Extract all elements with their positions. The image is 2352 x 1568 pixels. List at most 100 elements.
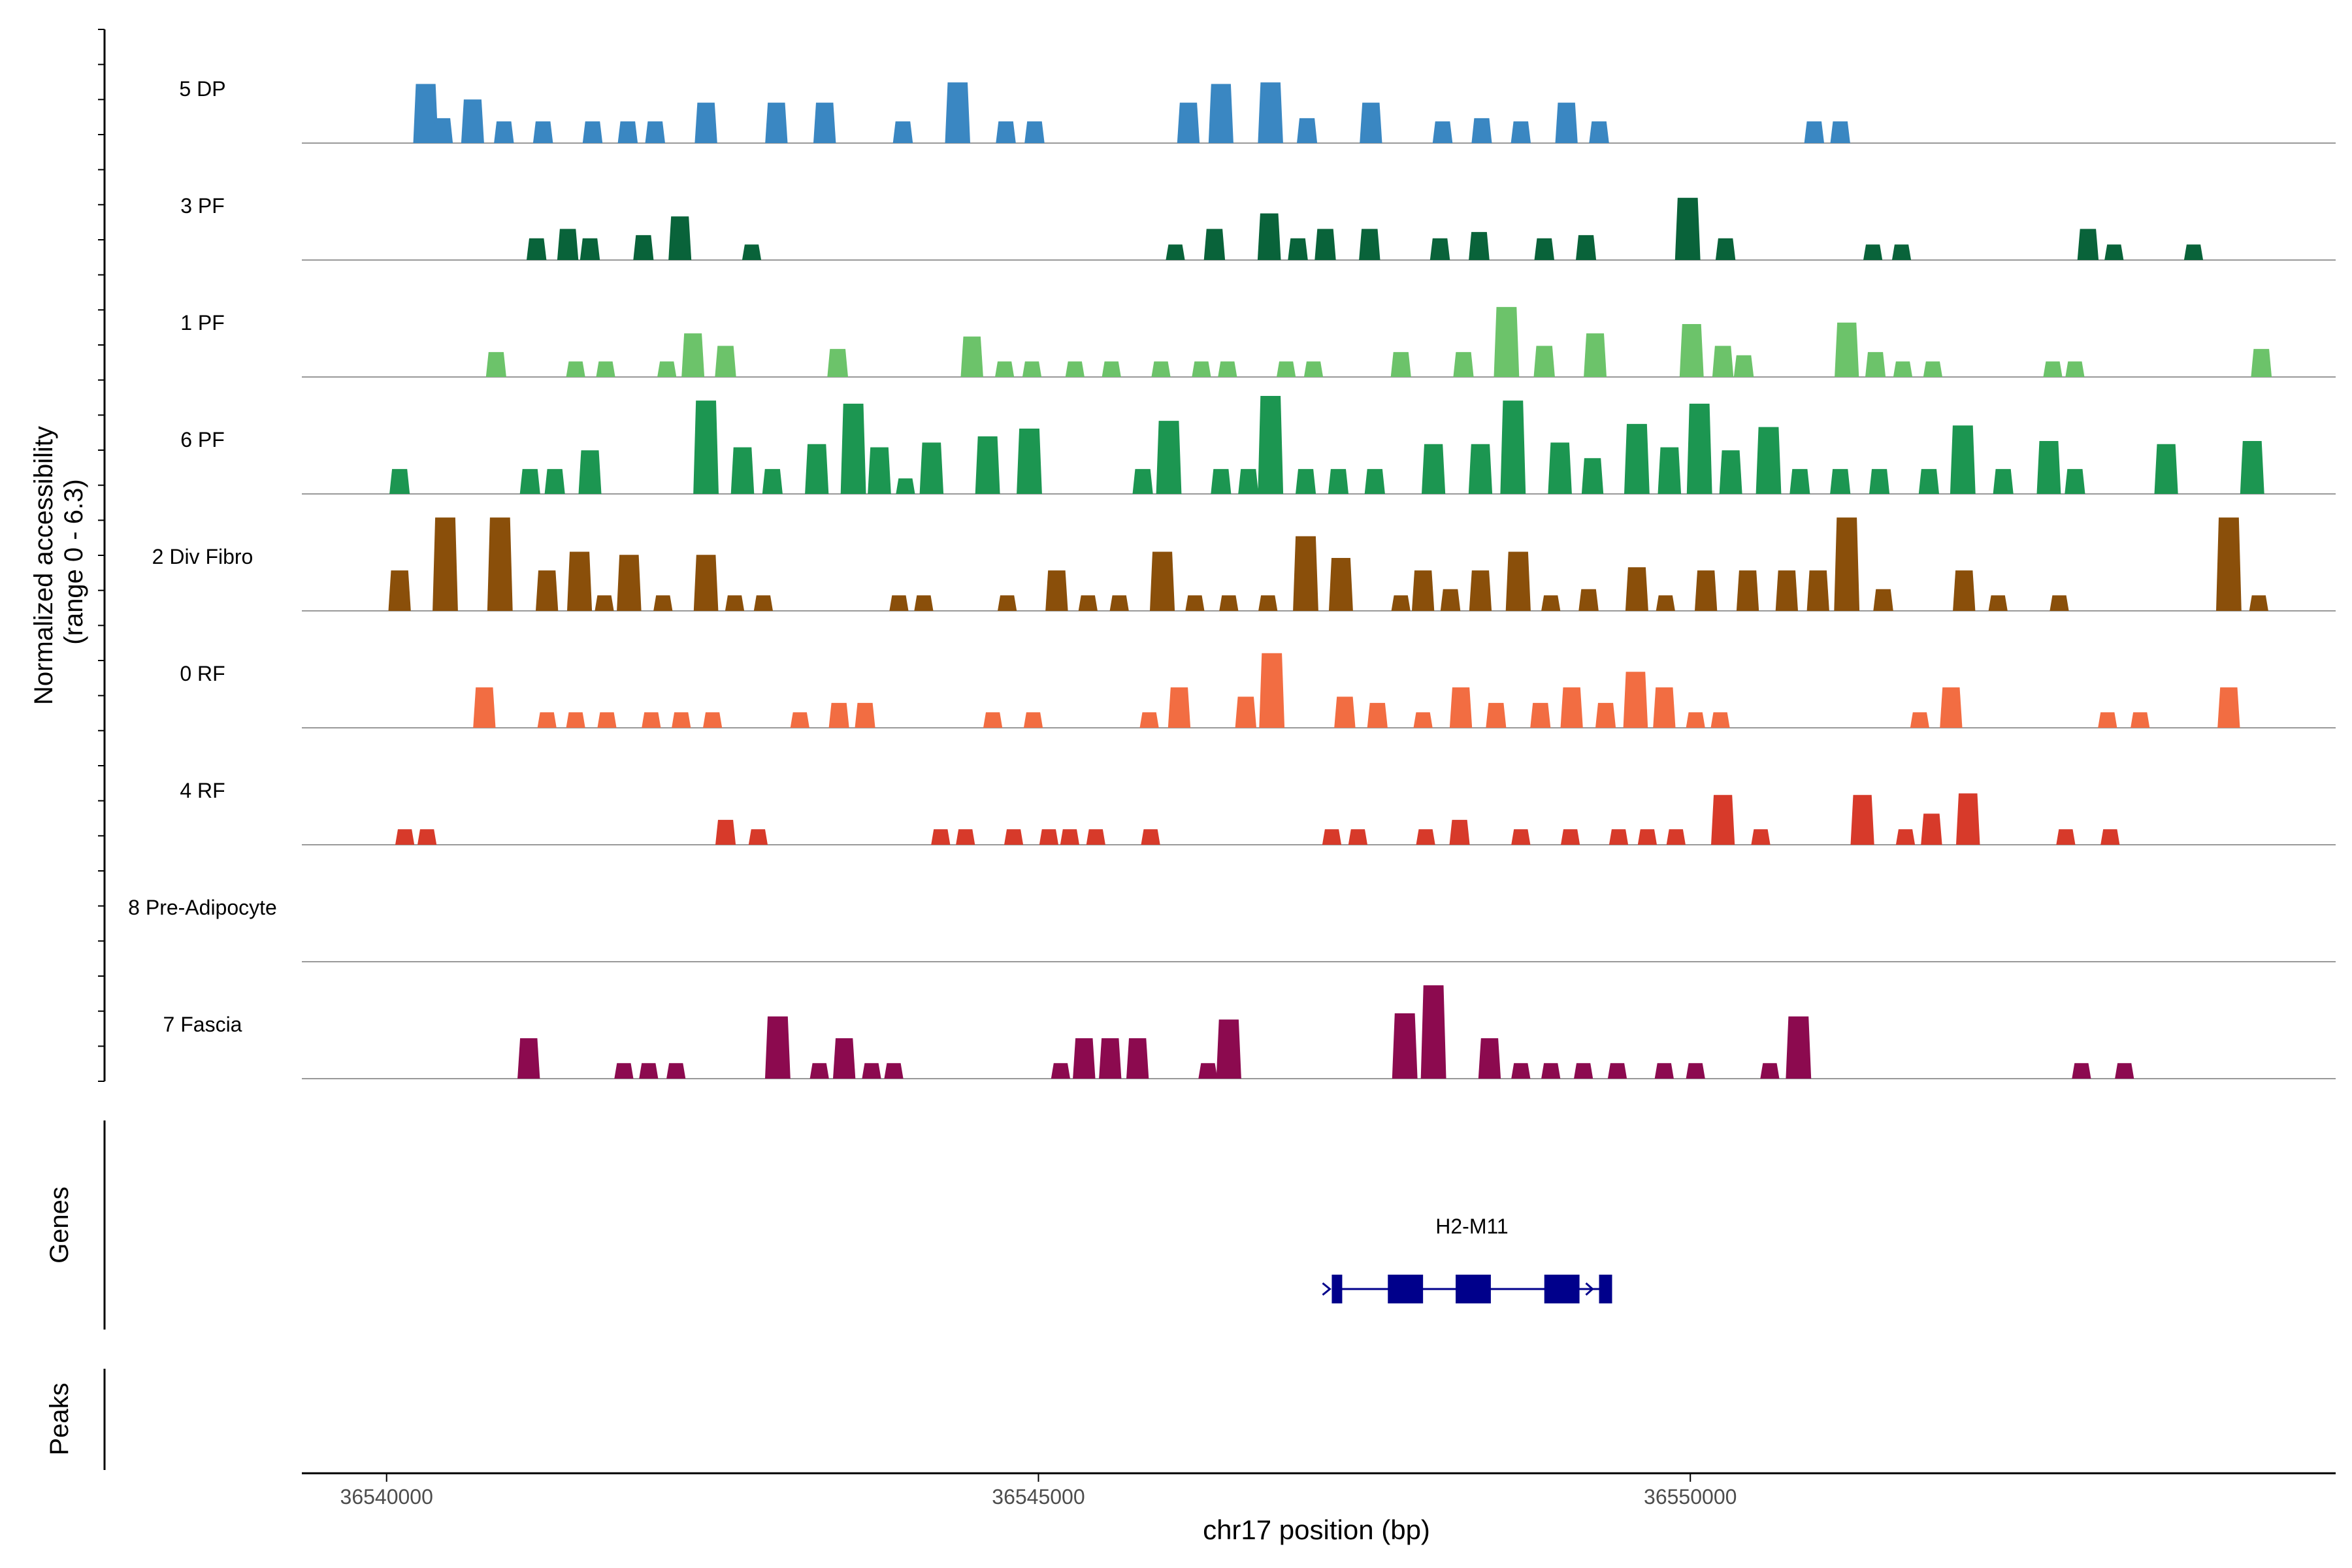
accessibility-peak — [1560, 687, 1583, 728]
accessibility-peak — [2154, 444, 2178, 494]
accessibility-peak — [1429, 238, 1450, 260]
accessibility-peak — [2131, 712, 2150, 728]
accessibility-peak — [1686, 1063, 1705, 1079]
accessibility-peak — [2098, 712, 2117, 728]
accessibility-peak — [725, 595, 745, 611]
accessibility-peak — [2217, 687, 2240, 728]
accessibility-peak — [1686, 712, 1705, 728]
accessibility-peak — [517, 1038, 540, 1079]
accessibility-peak — [914, 595, 934, 611]
accessibility-peak — [1192, 361, 1211, 377]
accessibility-peak — [1910, 712, 1929, 728]
accessibility-peak — [1865, 351, 1886, 377]
accessibility-peak — [1468, 444, 1493, 494]
left-axis-layer — [98, 29, 106, 1470]
accessibility-peak — [389, 468, 410, 494]
accessibility-peak — [1624, 423, 1650, 494]
accessibility-peak — [1923, 361, 1942, 377]
accessibility-peak — [1296, 468, 1316, 494]
accessibility-peak — [1478, 1038, 1501, 1079]
accessibility-peak — [1039, 829, 1058, 845]
accessibility-peak — [1835, 322, 1859, 377]
accessibility-peak — [1065, 361, 1085, 377]
track-label-1-pf: 1 PF — [180, 311, 225, 335]
accessibility-peak — [730, 447, 755, 494]
track-label-2-div-fibro: 2 Div Fibro — [152, 545, 253, 568]
accessibility-peak — [657, 361, 677, 377]
accessibility-peak — [762, 468, 783, 494]
accessibility-peak — [1420, 985, 1446, 1079]
accessibility-peak — [1561, 829, 1580, 845]
accessibility-peak — [485, 351, 506, 377]
accessibility-peak — [1541, 1063, 1561, 1079]
accessibility-peak — [931, 829, 951, 845]
accessibility-peak — [765, 1016, 791, 1079]
accessibility-peak — [1257, 213, 1281, 260]
accessibility-peak — [2249, 595, 2268, 611]
gene-exon — [1388, 1275, 1424, 1303]
gene-name-label: H2-M11 — [1435, 1215, 1508, 1238]
accessibility-peak — [1334, 696, 1356, 728]
accessibility-peak — [1156, 421, 1182, 494]
accessibility-peak — [1711, 794, 1735, 845]
gene-h2-m11: H2-M11 — [1322, 1215, 1612, 1303]
accessibility-peak — [566, 361, 585, 377]
accessibility-peak — [2240, 441, 2264, 494]
accessibility-peak — [1584, 333, 1607, 377]
accessibility-peak — [1469, 232, 1490, 260]
accessibility-peak — [1453, 351, 1474, 377]
accessibility-peak — [567, 551, 593, 611]
accessibility-peak — [1956, 793, 1980, 845]
accessibility-peak — [1471, 118, 1492, 143]
accessibility-peak — [461, 99, 484, 143]
accessibility-peak — [580, 238, 600, 260]
x-tick-label: 36550000 — [1644, 1485, 1737, 1509]
accessibility-peak — [1589, 121, 1609, 143]
accessibility-peak — [1391, 595, 1411, 611]
accessibility-peak — [1850, 794, 1874, 845]
accessibility-peak — [1329, 558, 1353, 611]
accessibility-peak — [1736, 570, 1759, 611]
accessibility-peak — [1360, 103, 1382, 143]
accessibility-peak — [2183, 244, 2204, 260]
accessibility-peak — [1733, 355, 1754, 377]
gene-exon — [1331, 1275, 1343, 1303]
accessibility-peak — [1530, 702, 1551, 728]
track-label-7-fascia: 7 Fascia — [163, 1013, 242, 1036]
accessibility-peak — [945, 82, 970, 143]
accessibility-peak — [578, 450, 602, 494]
accessibility-peak — [1322, 829, 1342, 845]
accessibility-peak — [2065, 361, 2085, 377]
accessibility-peak — [582, 121, 603, 143]
track-5-dp: 5 DP — [179, 77, 2336, 144]
strand-arrow — [1585, 1282, 1594, 1296]
accessibility-peak — [1412, 570, 1435, 611]
accessibility-peak — [532, 121, 553, 143]
accessibility-peak — [1416, 829, 1435, 845]
accessibility-peak — [1950, 425, 1976, 494]
accessibility-peak — [813, 103, 836, 143]
accessibility-peak — [1303, 361, 1324, 377]
accessibility-peak — [1099, 1038, 1122, 1079]
accessibility-peak — [828, 702, 849, 728]
accessibility-peak — [960, 336, 983, 377]
y-axis-label-line1: Normalized accessibility — [29, 426, 58, 705]
track-label-6-pf: 6 PF — [180, 428, 225, 451]
accessibility-peak — [388, 570, 411, 611]
accessibility-peak — [1328, 468, 1348, 494]
accessibility-peak — [1185, 595, 1205, 611]
accessibility-peak — [995, 361, 1015, 377]
accessibility-peak — [1695, 570, 1718, 611]
peaks-track-label: Peaks — [45, 1382, 74, 1455]
accessibility-peak — [1132, 468, 1153, 494]
accessibility-peak — [1168, 687, 1191, 728]
accessibility-peak — [1022, 361, 1042, 377]
accessibility-peak — [1674, 197, 1701, 260]
accessibility-peak — [1060, 829, 1079, 845]
accessibility-peak — [1863, 244, 1883, 260]
y-axis-label: Normalized accessibility (range 0 - 6.3) — [29, 419, 88, 705]
accessibility-peak — [1574, 1063, 1593, 1079]
accessibility-peak — [855, 702, 875, 728]
accessibility-peak — [596, 361, 615, 377]
accessibility-peak — [2216, 517, 2242, 611]
